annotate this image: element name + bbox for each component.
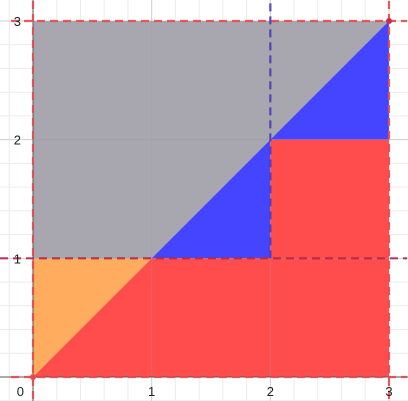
gray-region [33,21,389,259]
points-layer [30,18,392,380]
orange-region [33,258,152,377]
point-origin [30,374,36,380]
x-tick-label-3: 3 [385,384,392,399]
x-tick-label-0: 0 [17,384,24,399]
regions-layer [33,21,389,377]
tick-labels: 0 1 2 3 1 2 3 [14,14,393,399]
x-tick-label-2: 2 [267,384,274,399]
point-top-right [386,18,392,24]
y-tick-label-3: 3 [14,14,21,29]
y-tick-label-1: 1 [14,251,21,266]
y-tick-label-2: 2 [14,133,21,148]
x-tick-label-1: 1 [148,384,155,399]
